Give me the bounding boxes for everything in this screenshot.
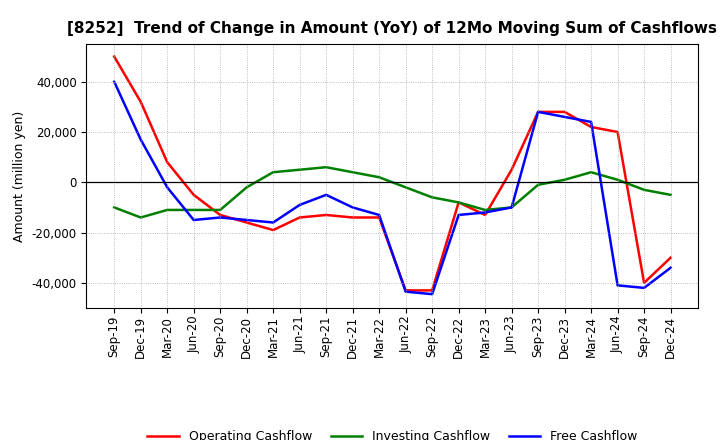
Investing Cashflow [481, 207, 490, 213]
Free Cashflow [534, 109, 542, 114]
Investing Cashflow [508, 205, 516, 210]
Investing Cashflow [375, 175, 384, 180]
Line: Operating Cashflow: Operating Cashflow [114, 57, 670, 290]
Free Cashflow [163, 185, 171, 190]
Free Cashflow [348, 205, 357, 210]
Investing Cashflow [295, 167, 304, 172]
Operating Cashflow [640, 280, 649, 286]
Free Cashflow [428, 292, 436, 297]
Free Cashflow [508, 205, 516, 210]
Free Cashflow [295, 202, 304, 208]
Free Cashflow [322, 192, 330, 198]
Investing Cashflow [243, 185, 251, 190]
Operating Cashflow [295, 215, 304, 220]
Operating Cashflow [481, 213, 490, 218]
Investing Cashflow [428, 195, 436, 200]
Free Cashflow [189, 217, 198, 223]
Free Cashflow [269, 220, 277, 225]
Free Cashflow [613, 283, 622, 288]
Operating Cashflow [163, 160, 171, 165]
Free Cashflow [481, 210, 490, 215]
Investing Cashflow [269, 169, 277, 175]
Operating Cashflow [189, 192, 198, 198]
Operating Cashflow [428, 288, 436, 293]
Free Cashflow [560, 114, 569, 120]
Operating Cashflow [587, 125, 595, 130]
Free Cashflow [401, 289, 410, 294]
Operating Cashflow [508, 167, 516, 172]
Investing Cashflow [640, 187, 649, 192]
Investing Cashflow [454, 200, 463, 205]
Operating Cashflow [534, 109, 542, 114]
Free Cashflow [136, 137, 145, 142]
Investing Cashflow [216, 207, 225, 213]
Investing Cashflow [189, 207, 198, 213]
Operating Cashflow [269, 227, 277, 233]
Line: Investing Cashflow: Investing Cashflow [114, 167, 670, 217]
Operating Cashflow [136, 99, 145, 104]
Operating Cashflow [216, 213, 225, 218]
Operating Cashflow [666, 255, 675, 260]
Free Cashflow [454, 213, 463, 218]
Operating Cashflow [401, 288, 410, 293]
Investing Cashflow [560, 177, 569, 183]
Operating Cashflow [348, 215, 357, 220]
Investing Cashflow [348, 169, 357, 175]
Investing Cashflow [136, 215, 145, 220]
Y-axis label: Amount (million yen): Amount (million yen) [13, 110, 26, 242]
Investing Cashflow [587, 169, 595, 175]
Free Cashflow [216, 215, 225, 220]
Free Cashflow [640, 285, 649, 290]
Operating Cashflow [322, 213, 330, 218]
Legend: Operating Cashflow, Investing Cashflow, Free Cashflow: Operating Cashflow, Investing Cashflow, … [143, 425, 642, 440]
Operating Cashflow [454, 200, 463, 205]
Investing Cashflow [613, 177, 622, 183]
Free Cashflow [110, 79, 119, 84]
Free Cashflow [243, 217, 251, 223]
Operating Cashflow [560, 109, 569, 114]
Free Cashflow [375, 213, 384, 218]
Operating Cashflow [243, 220, 251, 225]
Investing Cashflow [666, 192, 675, 198]
Operating Cashflow [613, 129, 622, 135]
Operating Cashflow [110, 54, 119, 59]
Free Cashflow [666, 265, 675, 271]
Line: Free Cashflow: Free Cashflow [114, 82, 670, 294]
Investing Cashflow [322, 165, 330, 170]
Investing Cashflow [534, 182, 542, 187]
Investing Cashflow [163, 207, 171, 213]
Investing Cashflow [401, 185, 410, 190]
Investing Cashflow [110, 205, 119, 210]
Operating Cashflow [375, 215, 384, 220]
Title: [8252]  Trend of Change in Amount (YoY) of 12Mo Moving Sum of Cashflows: [8252] Trend of Change in Amount (YoY) o… [68, 21, 717, 36]
Free Cashflow [587, 119, 595, 125]
